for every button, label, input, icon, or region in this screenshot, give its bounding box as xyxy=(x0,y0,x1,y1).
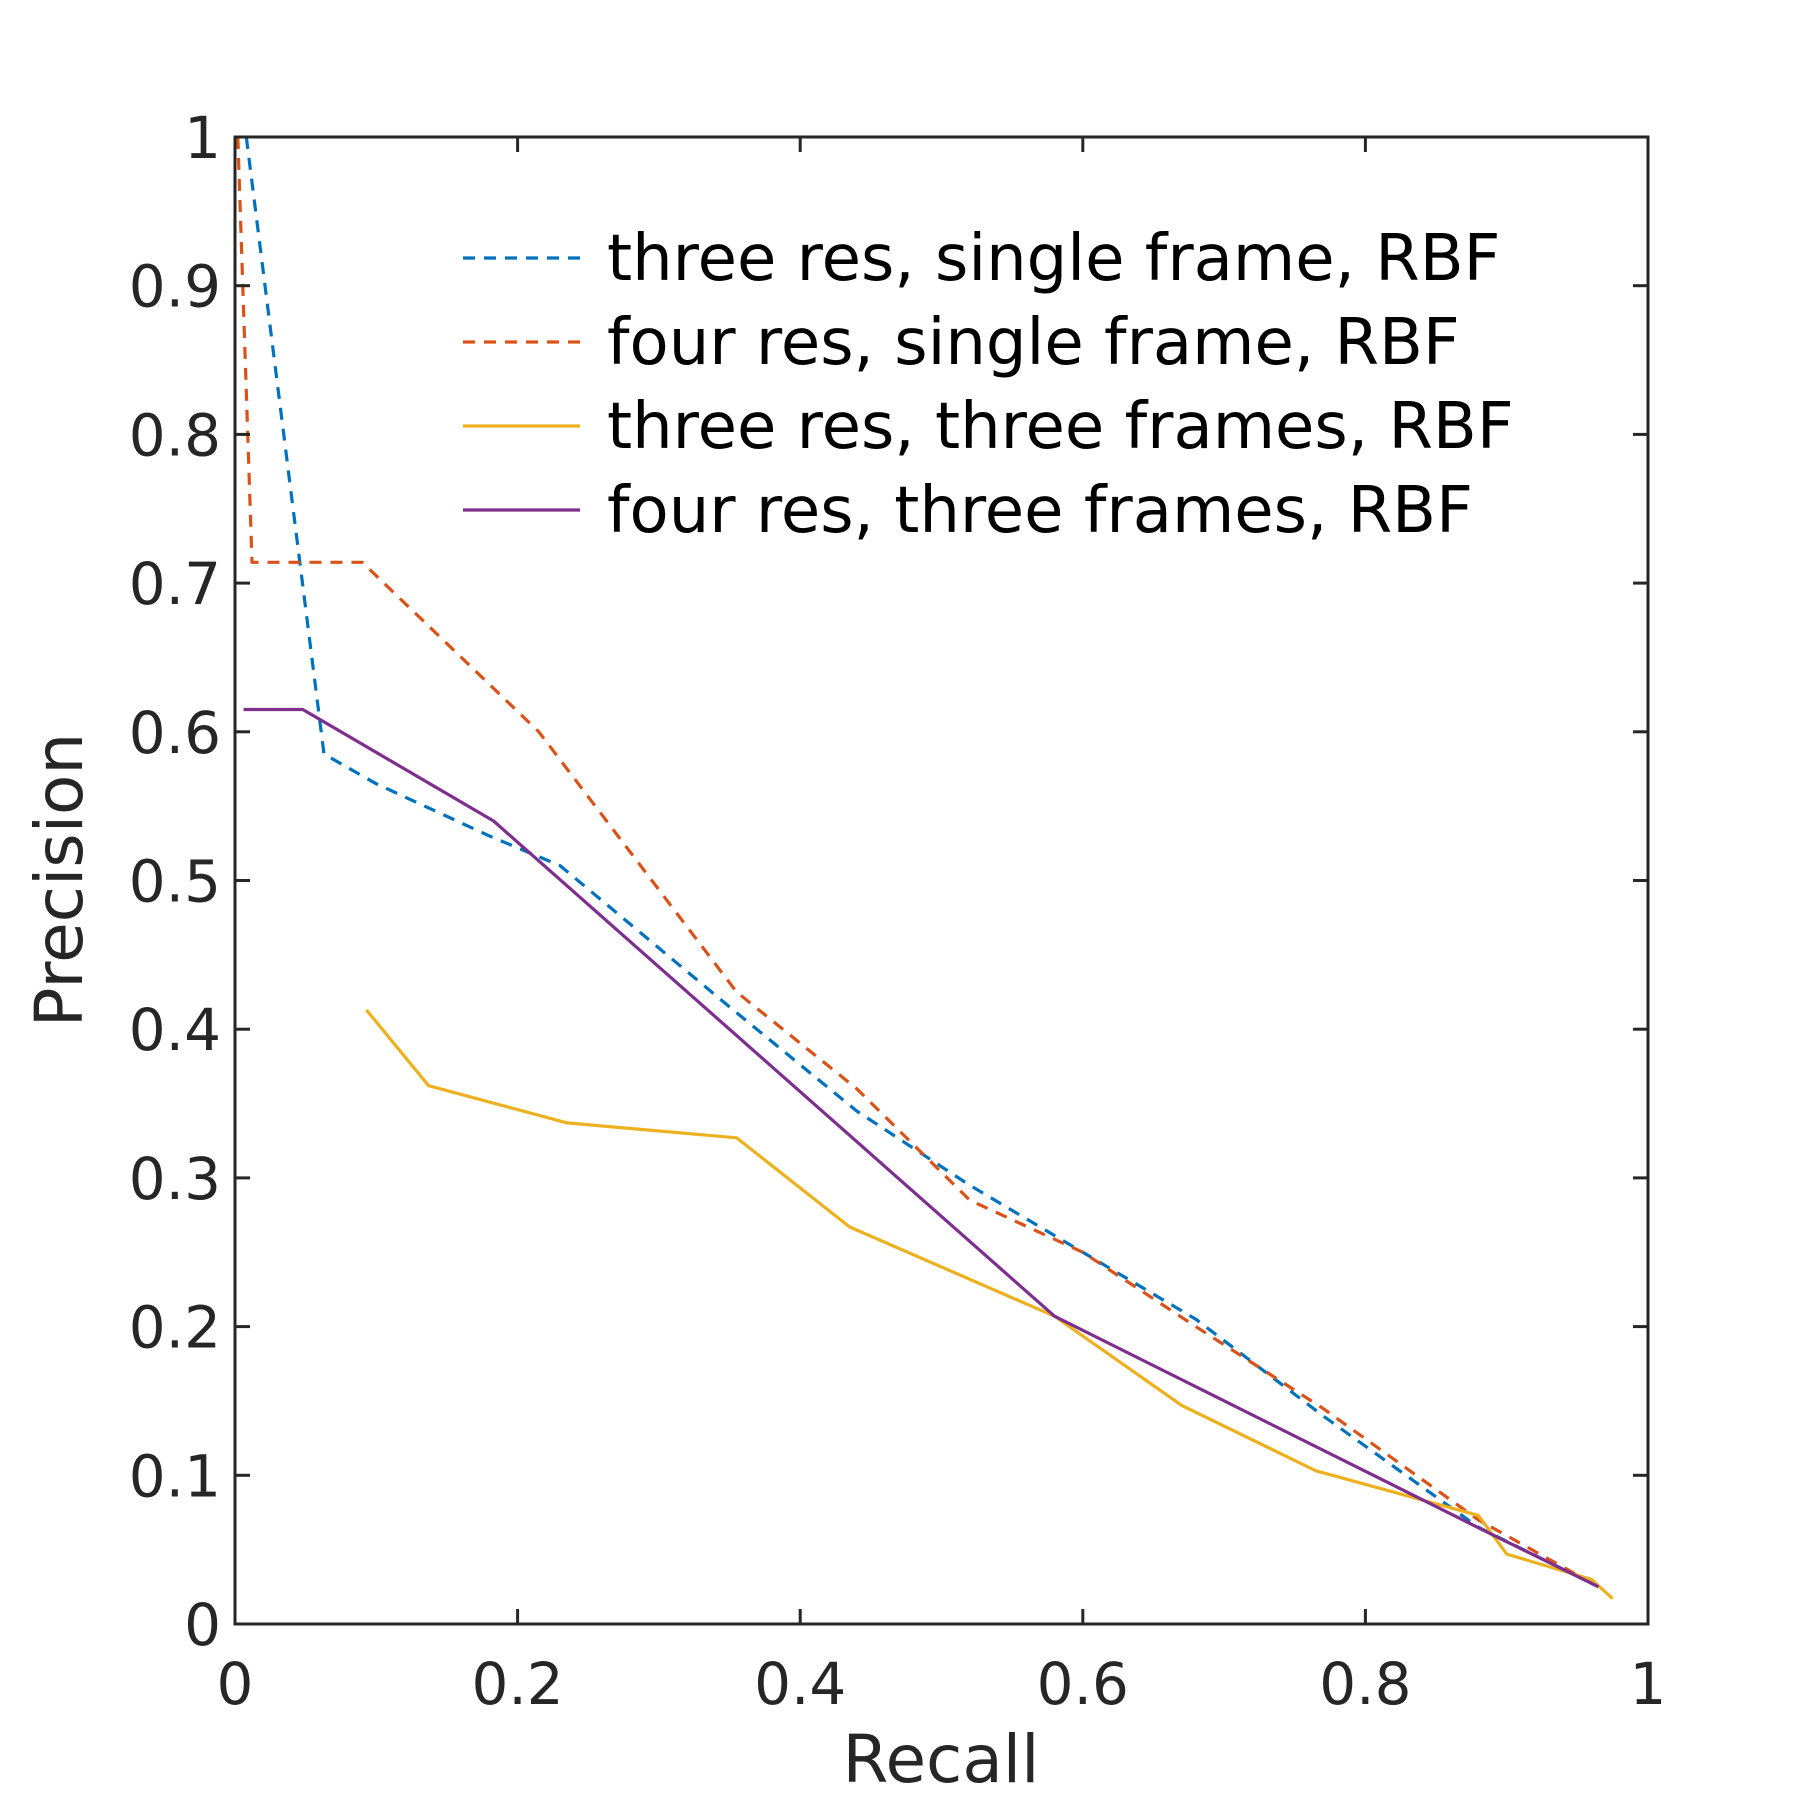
series-layer xyxy=(236,136,1614,1600)
legend: three res, single frame, RBF four res, si… xyxy=(463,222,1514,548)
y-tick-label: 0.1 xyxy=(129,1442,221,1510)
x-tick-label: 0.4 xyxy=(754,1650,846,1718)
y-tick-label: 0.2 xyxy=(129,1294,221,1362)
series-line-3 xyxy=(365,1008,1614,1600)
y-tick-labels: 0 0.1 0.2 0.3 0.4 0.5 0.6 0.7 0.8 0.9 1 xyxy=(129,104,221,1659)
x-tick-label: 1 xyxy=(1630,1650,1667,1718)
y-tick-label: 0.6 xyxy=(129,699,221,767)
x-tick-label: 0 xyxy=(217,1650,254,1718)
x-tick-label: 0.2 xyxy=(471,1650,563,1718)
y-tick-label: 0.5 xyxy=(129,848,221,916)
y-tick-label: 0 xyxy=(184,1591,221,1659)
legend-label-1: three res, single frame, RBF xyxy=(607,222,1500,296)
y-axis-label: Precision xyxy=(21,733,98,1028)
series-line-4 xyxy=(243,707,1600,1589)
legend-label-4: four res, three frames, RBF xyxy=(607,474,1473,548)
y-tick-label: 0.4 xyxy=(129,996,221,1064)
y-tick-label: 1 xyxy=(184,104,221,172)
legend-label-3: three res, three frames, RBF xyxy=(607,390,1514,464)
plot-frame xyxy=(233,135,1650,1626)
y-tick-label: 0.3 xyxy=(129,1145,221,1213)
y-tick-label: 0.7 xyxy=(129,550,221,618)
y-tick-label: 0.8 xyxy=(129,401,221,469)
series-line-1 xyxy=(244,136,1600,1589)
x-axis-label: Recall xyxy=(843,1721,1040,1798)
x-tick-labels: 0 0.2 0.4 0.6 0.8 1 xyxy=(217,1650,1667,1718)
plot-area xyxy=(235,137,1648,1624)
x-tick-label: 0.6 xyxy=(1037,1650,1129,1718)
y-tick-label: 0.9 xyxy=(129,253,221,321)
legend-label-2: four res, single frame, RBF xyxy=(607,306,1460,380)
x-tick-label: 0.8 xyxy=(1319,1650,1411,1718)
